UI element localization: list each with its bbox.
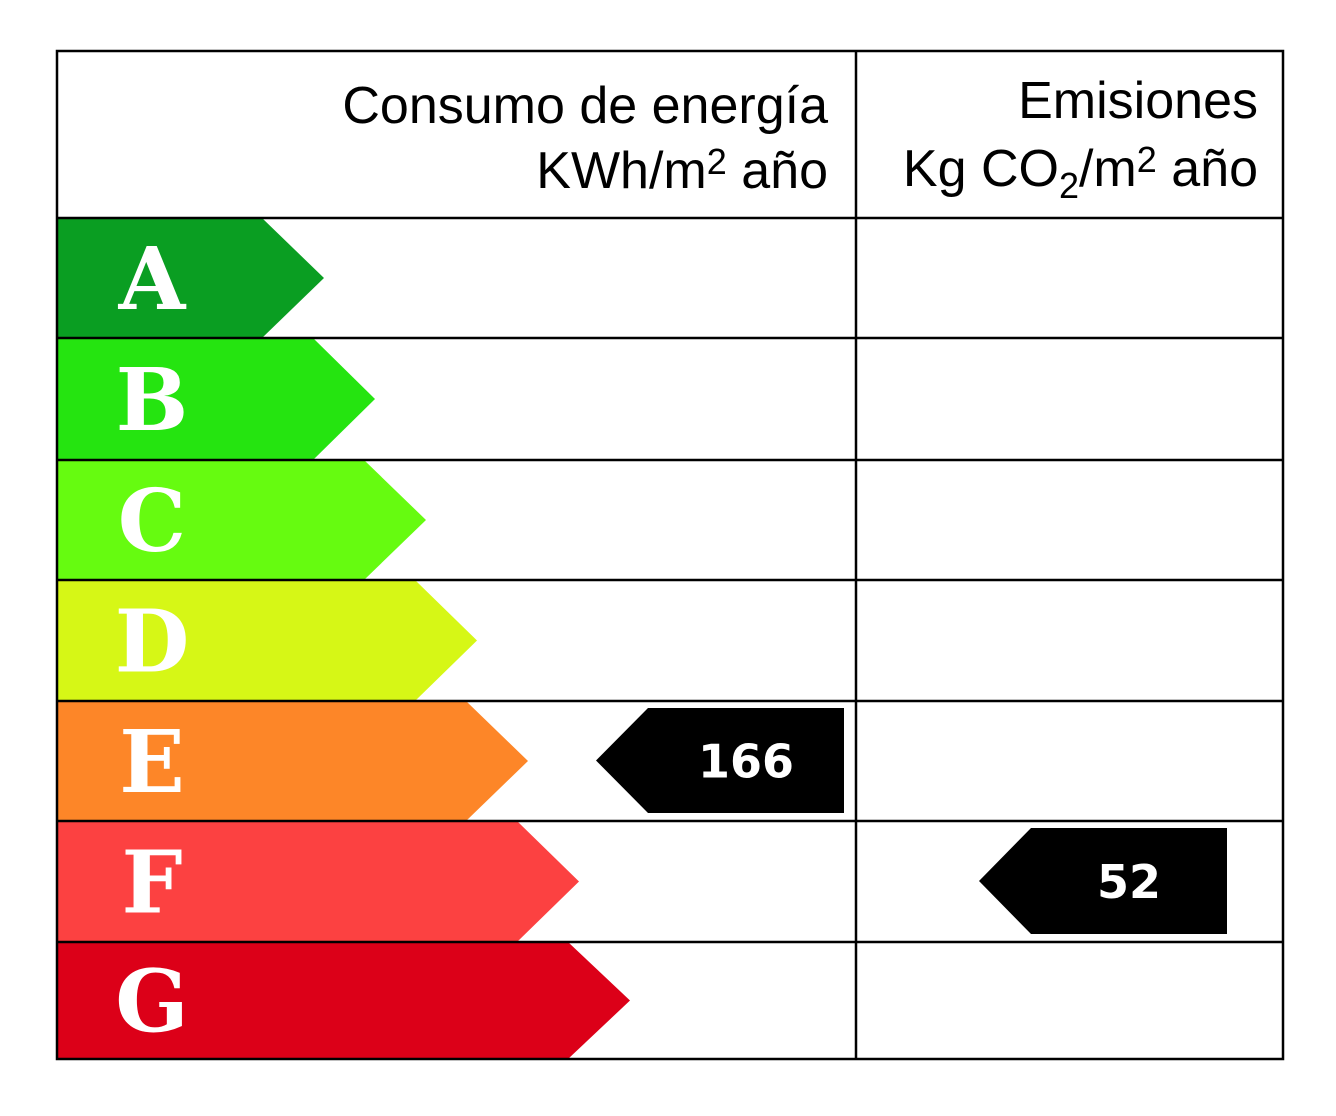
emissions-indicator: 52: [979, 828, 1227, 934]
emissions-indicator-shape: [979, 828, 1227, 934]
rating-f-shape: [57, 821, 579, 942]
rating-g-arrow: G: [57, 942, 630, 1059]
rating-e-shape: [57, 701, 528, 821]
emissions-unit-subscript: 2: [1059, 165, 1079, 206]
table-border: [55, 49, 1285, 1061]
rating-a-shape: [57, 218, 324, 338]
rating-d-letter: D: [115, 592, 190, 693]
rating-c-arrow: C: [57, 460, 426, 580]
rating-c-shape: [57, 460, 426, 580]
emissions-header-line1: Emisiones: [1018, 72, 1258, 130]
rating-b-arrow: B: [57, 338, 375, 460]
indicators: 166 52: [596, 708, 1227, 934]
energy-unit-exponent: 2: [707, 141, 727, 182]
rating-d-shape: [57, 580, 477, 701]
rating-e-letter: E: [119, 712, 185, 813]
rating-c-letter: C: [118, 471, 186, 572]
energy-header-line1: Consumo de energía: [342, 77, 828, 135]
rating-g-letter: G: [115, 952, 188, 1053]
rating-f-letter: F: [121, 833, 182, 934]
emissions-header-line2: Kg CO2/m2 año: [903, 139, 1258, 206]
energy-unit: KWh/m: [536, 142, 706, 200]
emissions-unit-m: /m: [1079, 140, 1137, 198]
table-grid: [55, 49, 1285, 1061]
rating-g-shape: [57, 942, 630, 1059]
emissions-unit-year: año: [1157, 140, 1258, 198]
rating-a-arrow: A: [57, 218, 324, 338]
rating-b-shape: [57, 338, 375, 460]
energy-indicator-value: 166: [698, 735, 794, 789]
rating-f-arrow: F: [57, 821, 579, 942]
emissions-unit-kg-co: Kg CO: [903, 140, 1059, 198]
energy-unit-year: año: [727, 142, 828, 200]
energy-header-line2: KWh/m2 año: [536, 141, 828, 200]
rating-b-letter: B: [116, 350, 189, 451]
rating-e-arrow: E: [57, 701, 528, 821]
rating-a-letter: A: [118, 229, 187, 330]
emissions-unit-exponent: 2: [1137, 139, 1157, 180]
energy-indicator: 166: [596, 708, 844, 813]
energy-indicator-shape: [596, 708, 844, 813]
rating-d-arrow: D: [57, 580, 477, 701]
emissions-indicator-value: 52: [1097, 855, 1161, 909]
